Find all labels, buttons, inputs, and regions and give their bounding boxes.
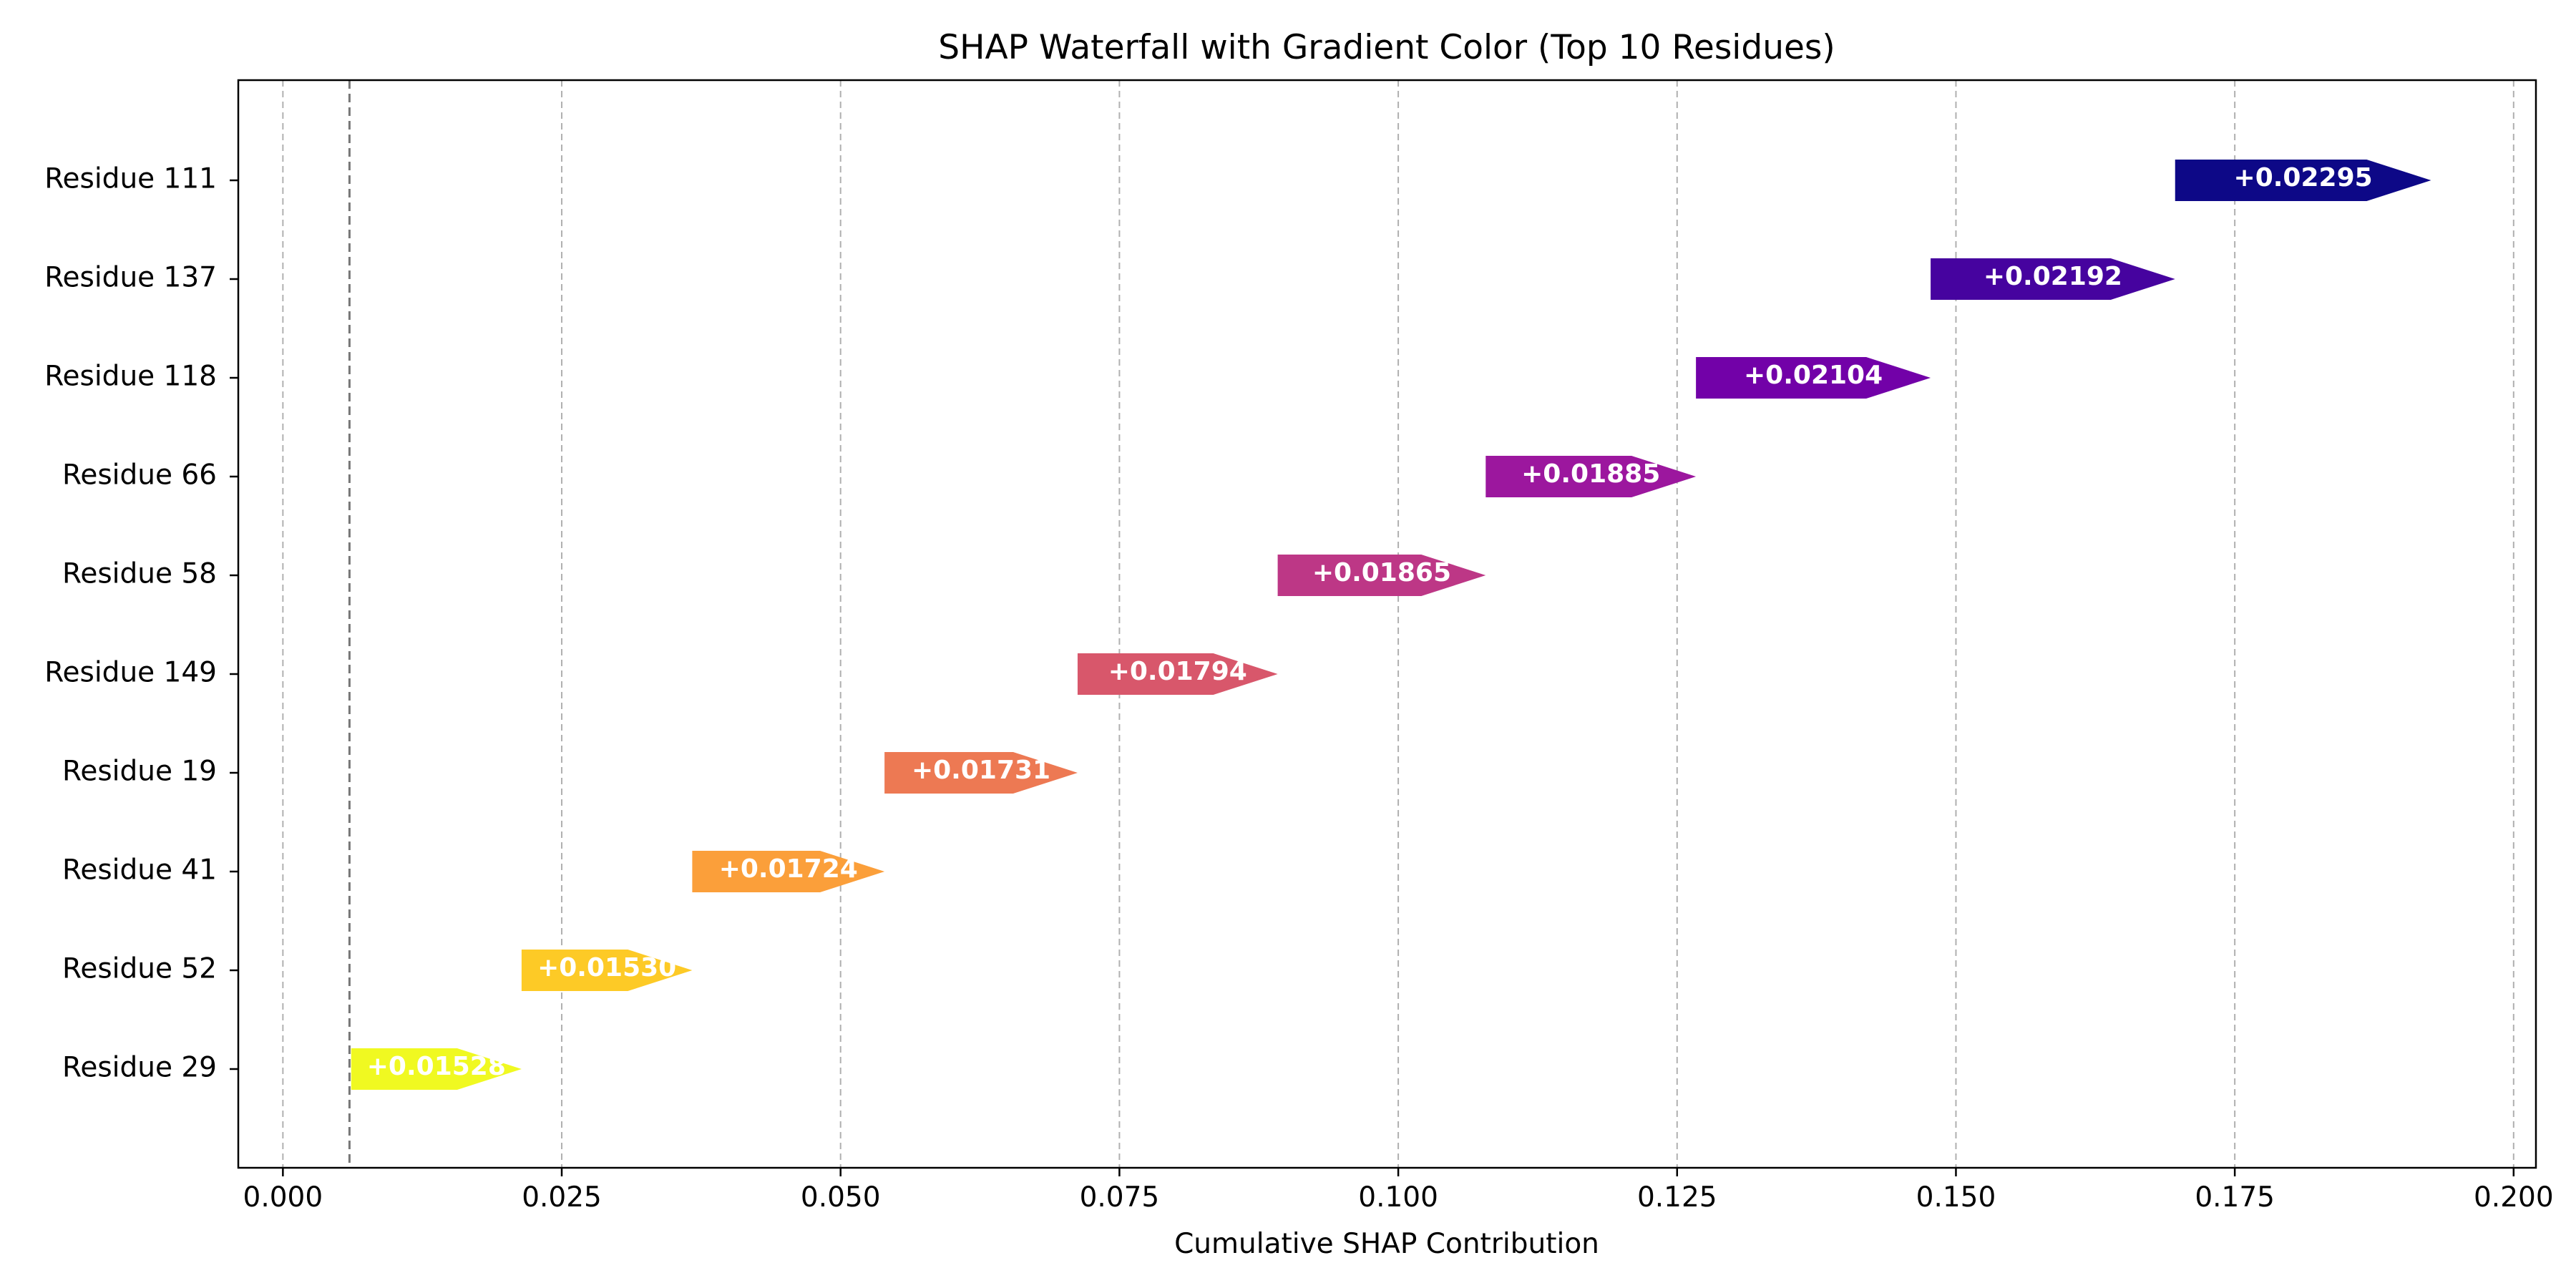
waterfall-arrow-bar <box>2175 160 2431 201</box>
y-tick-label: Residue 41 <box>62 854 217 887</box>
x-tick-label: 0.025 <box>522 1181 602 1214</box>
y-tick-label: Residue 111 <box>44 163 217 195</box>
chart-title: SHAP Waterfall with Gradient Color (Top … <box>938 28 1835 67</box>
x-tick-label: 0.100 <box>1358 1181 1438 1214</box>
bar-value-label: +0.01530 <box>537 953 676 982</box>
bar-value-label: +0.02192 <box>1984 262 2122 291</box>
waterfall-arrow-bar <box>1277 555 1486 596</box>
bar-value-labels: +0.02295 +0.02192 +0.02104 +0.01885 +0.01865… <box>367 163 2373 1081</box>
bar-value-label: +0.01865 <box>1312 558 1451 587</box>
waterfall-arrow-bar <box>521 950 693 991</box>
bar-value-label: +0.01731 <box>912 756 1050 785</box>
y-tick-label: Residue 118 <box>44 361 217 393</box>
waterfall-bars <box>351 160 2431 1090</box>
y-tick-label: Residue 149 <box>44 657 217 689</box>
x-tick-label: 0.000 <box>243 1181 323 1214</box>
x-tick-label: 0.200 <box>2474 1181 2554 1214</box>
waterfall-arrow-bar <box>884 752 1078 794</box>
bar-value-label: +0.01794 <box>1108 657 1247 686</box>
y-tick-label: Residue 52 <box>62 953 217 985</box>
waterfall-arrow-bar <box>1077 653 1278 695</box>
bar-value-label: +0.01528 <box>367 1052 506 1081</box>
bar-value-label: +0.01885 <box>1521 459 1660 489</box>
y-tick-label: Residue 137 <box>44 262 217 294</box>
y-tick-label: Residue 66 <box>62 459 217 492</box>
x-tick-label: 0.075 <box>1080 1181 1160 1214</box>
bar-value-label: +0.02104 <box>1744 361 1883 390</box>
x-tick-label: 0.050 <box>801 1181 881 1214</box>
x-tick-label: 0.175 <box>2195 1181 2275 1214</box>
x-axis-label: Cumulative SHAP Contribution <box>1174 1228 1599 1260</box>
waterfall-arrow-bar <box>1485 456 1697 497</box>
waterfall-arrow-bar <box>1696 357 1931 399</box>
waterfall-arrow-bar <box>351 1048 522 1090</box>
waterfall-arrow-bar <box>1931 258 2175 300</box>
x-tick-label: 0.125 <box>1637 1181 1717 1214</box>
plot-frame <box>237 79 2537 1169</box>
y-tick-label: Residue 19 <box>62 756 217 788</box>
y-tick-label: Residue 29 <box>62 1052 217 1084</box>
bar-value-label: +0.01724 <box>719 854 858 884</box>
waterfall-arrow-bar <box>692 851 885 892</box>
y-axis-ticks: Residue 111 Residue 137 Residue 118 Residue… <box>44 163 238 1084</box>
bar-value-label: +0.02295 <box>2234 163 2373 192</box>
x-tick-label: 0.150 <box>1916 1181 1996 1214</box>
y-tick-label: Residue 58 <box>62 558 217 590</box>
x-axis-ticks: 0.000 0.025 0.050 0.075 0.100 0.125 0.150 0.175… <box>243 1168 2554 1214</box>
